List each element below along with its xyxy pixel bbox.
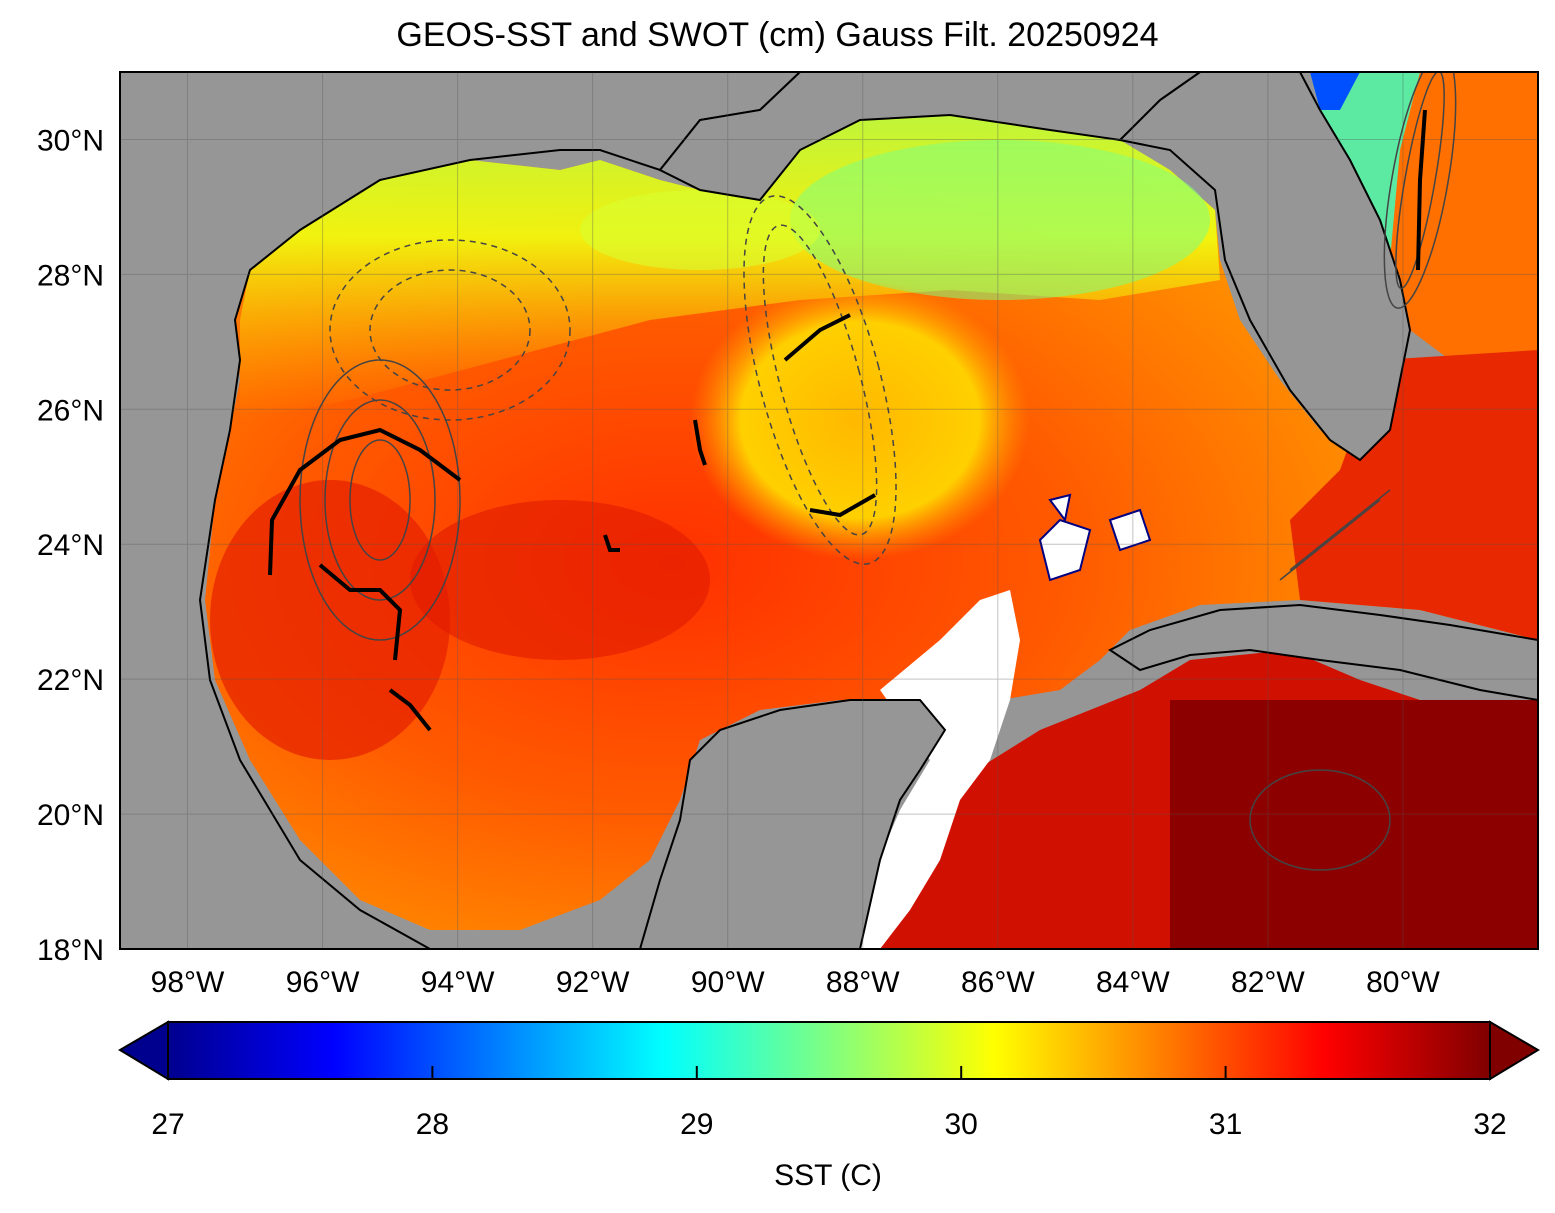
colorbar-tick-label: 29	[680, 1108, 713, 1141]
map-panel	[120, 72, 1538, 949]
swot-contour	[1383, 72, 1457, 309]
swot-contour	[324, 399, 436, 601]
atlantic-blue-shelf	[1310, 72, 1360, 110]
thick-contour-east-shelf	[1416, 109, 1427, 271]
colorbar-gradient	[167, 1021, 1491, 1080]
florida-land	[1117, 72, 1412, 462]
colorbar: 27 28 29 30 31 32 SST (C)	[118, 1020, 1540, 1192]
lon-tick-label: 94°W	[421, 966, 495, 999]
swot-contour	[329, 239, 571, 421]
colorbar-ticks: 27 28 29 30 31 32	[151, 1066, 1507, 1141]
lon-tick-label: 96°W	[286, 966, 360, 999]
swot-contour	[1279, 499, 1381, 581]
thick-contour-central-east	[783, 313, 851, 362]
lat-tick-label: 30°N	[37, 124, 104, 157]
florida-straits-field	[1290, 350, 1538, 640]
cool-pocket	[790, 140, 1210, 300]
lon-tick-label: 88°W	[826, 966, 900, 999]
thick-contour-loop	[809, 493, 876, 518]
cool-pocket-west	[580, 190, 820, 270]
lon-tick-label: 80°W	[1366, 966, 1440, 999]
lon-axis: 98°W 96°W 94°W 92°W 90°W 88°W 86°W 84°W 82°W 80°W	[151, 966, 1441, 999]
lat-tick-label: 26°N	[37, 394, 104, 427]
swot-contour	[1395, 72, 1445, 290]
loop-current-eddy	[690, 280, 1030, 560]
cuba-land	[1108, 603, 1538, 702]
lon-tick-label: 98°W	[151, 966, 225, 999]
swot-contour	[369, 269, 531, 391]
lon-tick-label: 82°W	[1231, 966, 1305, 999]
thick-contour-southwest	[318, 563, 403, 661]
colorbar-label: SST (C)	[774, 1159, 882, 1192]
swot-thick-contours	[268, 109, 1427, 732]
lat-tick-label: 24°N	[37, 529, 104, 562]
colorbar-tick-label: 28	[416, 1108, 449, 1141]
lon-tick-label: 92°W	[556, 966, 630, 999]
us-gulf-coast-land	[658, 72, 1300, 202]
atlantic-cool-shelf	[1310, 72, 1420, 260]
colorbar-tick-label: 30	[945, 1108, 978, 1141]
map-title: GEOS-SST and SWOT (cm) Gauss Filt. 20250…	[396, 16, 1159, 54]
thick-contour-bend	[388, 688, 432, 732]
caribbean-hot-zone	[1170, 700, 1538, 949]
thick-contour-west-front	[268, 427, 462, 576]
swot-contours	[299, 72, 1457, 871]
lon-tick-label: 90°W	[691, 966, 765, 999]
lat-axis: 30°N 28°N 26°N 24°N 22°N 20°N 18°N	[37, 124, 104, 967]
thick-contour-small	[603, 534, 620, 552]
lon-tick-label: 86°W	[961, 966, 1035, 999]
lon-tick-label: 84°W	[1096, 966, 1170, 999]
swot-contour	[1289, 489, 1391, 571]
colorbar-tick-label: 27	[151, 1108, 184, 1141]
lat-tick-label: 22°N	[37, 664, 104, 697]
no-data-region	[860, 590, 1020, 949]
yucatan-land	[638, 699, 947, 949]
lat-tick-label: 18°N	[37, 934, 104, 967]
map-frame	[119, 71, 1539, 950]
colorbar-tick-label: 31	[1209, 1108, 1242, 1141]
lat-tick-label: 28°N	[37, 259, 104, 292]
lat-tick-label: 20°N	[37, 799, 104, 832]
swot-contour	[762, 224, 878, 536]
warm-core-central	[410, 500, 710, 660]
no-data-patches	[1038, 493, 1152, 582]
colorbar-tick-label: 32	[1473, 1108, 1506, 1141]
thick-contour-central	[693, 419, 707, 466]
swot-contour	[349, 439, 411, 561]
swot-contour	[743, 195, 897, 565]
colorbar-left-extend	[118, 1020, 169, 1081]
colorbar-right-extend	[1489, 1020, 1540, 1081]
swot-contour	[1249, 769, 1391, 871]
warm-core-west	[210, 480, 450, 760]
